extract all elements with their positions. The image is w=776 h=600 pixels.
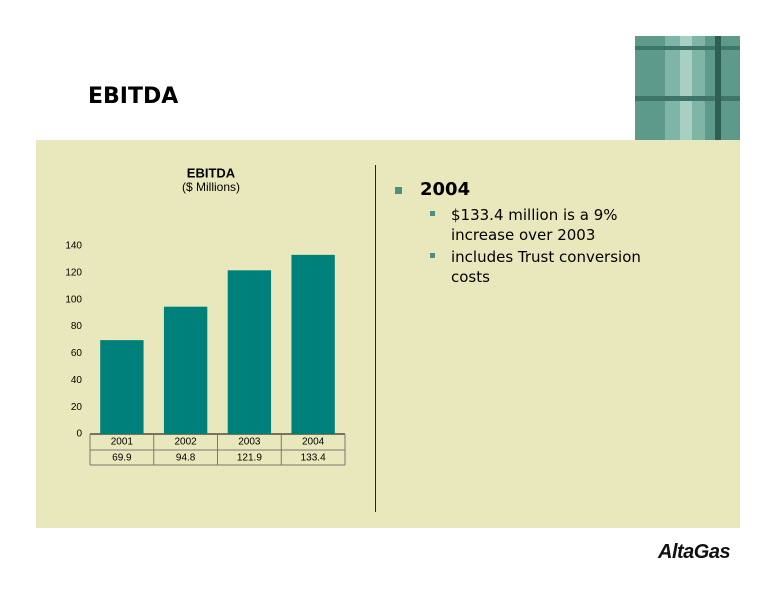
divider <box>375 165 376 512</box>
bullet-marker <box>430 211 435 216</box>
x-tick-label: 2002 <box>175 437 198 448</box>
chart: EBITDA($ Millions) 0 20 40 60 80 100 120 140 2001… <box>65 165 346 466</box>
y-tick-label: 140 <box>65 241 82 252</box>
table-value: 133.4 <box>301 453 326 464</box>
bar <box>227 270 272 434</box>
table-value: 69.9 <box>112 453 132 464</box>
y-tick-label: 120 <box>65 267 82 278</box>
chart-subtitle: ($ Millions) <box>182 180 240 194</box>
bullet-heading: 2004 <box>420 179 471 200</box>
slide-title: EBITDA <box>88 84 179 109</box>
table-value: 94.8 <box>176 453 196 464</box>
y-tick-label: 80 <box>71 321 83 332</box>
y-tick-label: 20 <box>71 402 83 413</box>
bar <box>163 306 208 434</box>
x-tick-label: 2004 <box>302 437 325 448</box>
y-tick-label: 100 <box>65 294 82 305</box>
logo: AltaGas <box>658 541 731 563</box>
y-tick-label: 0 <box>76 429 82 440</box>
y-tick-label: 60 <box>71 348 83 359</box>
x-tick-label: 2003 <box>238 437 261 448</box>
header-photo <box>635 36 740 140</box>
bar <box>100 340 144 434</box>
bullet-marker <box>430 253 435 258</box>
bullet-text: $133.4 million is a 9% increase over 200… <box>451 206 618 244</box>
table-value: 121.9 <box>237 453 262 464</box>
bullet-marker <box>395 187 402 194</box>
bar <box>291 254 335 434</box>
bullet-text: includes Trust conversion costs <box>451 248 641 286</box>
chart-title: EBITDA <box>187 165 236 180</box>
x-tick-label: 2001 <box>111 437 134 448</box>
y-tick-label: 40 <box>71 375 83 386</box>
